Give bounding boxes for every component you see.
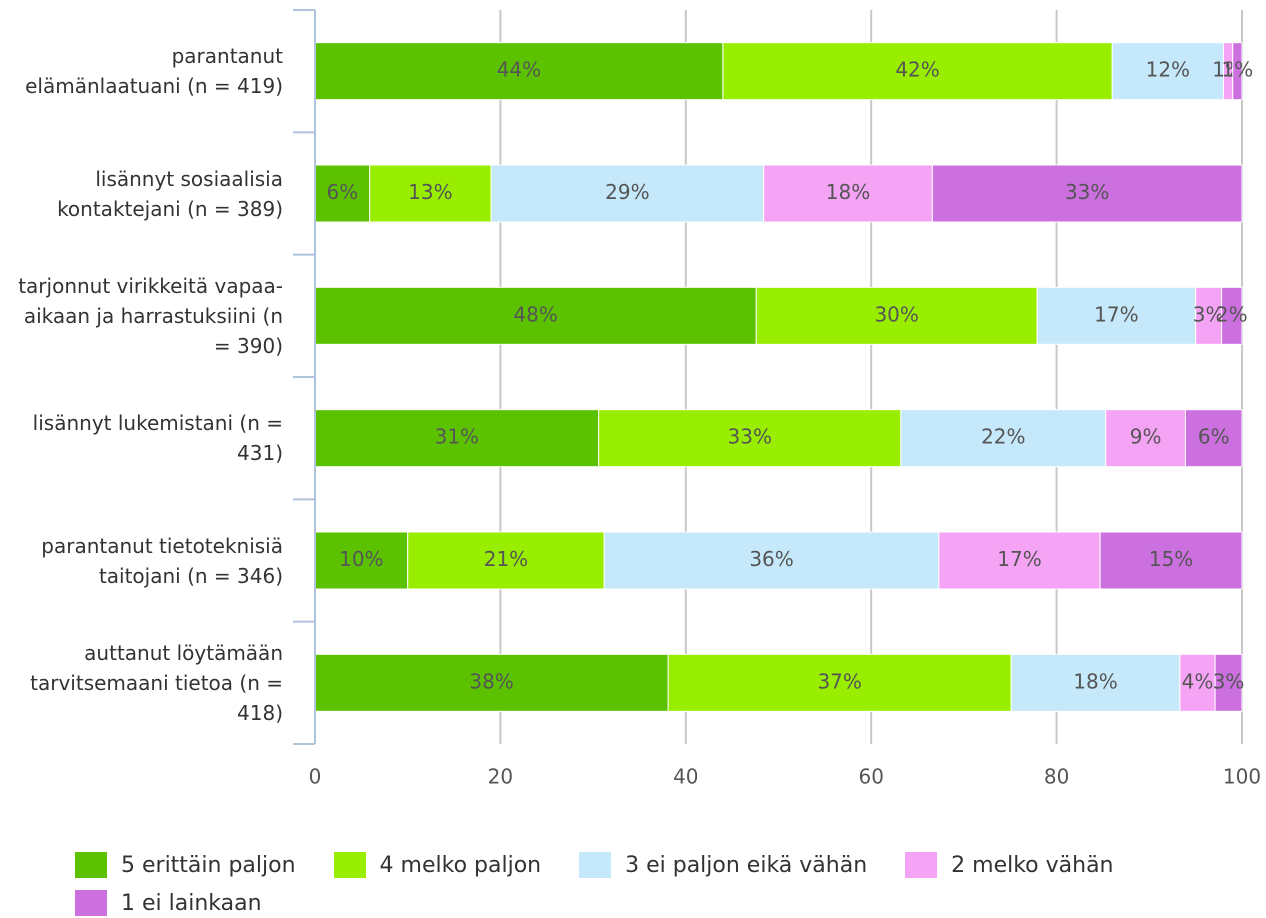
bar-segment <box>603 531 940 590</box>
y-tick-label: parantanut tietoteknisiä taitojani (n = … <box>41 533 283 588</box>
data-label: 10% <box>339 547 383 571</box>
legend-swatch <box>75 890 107 916</box>
legend: 5 erittäin paljon 4 melko paljon 3 ei palj… <box>75 846 1255 918</box>
y-tick-label: lisännyt sosiaalisia kontaktejani (n = 3… <box>57 166 283 221</box>
legend-swatch <box>75 852 107 878</box>
bar-segment <box>407 531 605 590</box>
data-label: 6% <box>1198 425 1230 449</box>
data-label: 12% <box>1146 58 1190 82</box>
data-label: 9% <box>1130 425 1162 449</box>
y-tick-label: lisännyt lukemistani (n = 431) <box>32 411 283 466</box>
data-label: 21% <box>484 547 528 571</box>
y-tick-label: tarjonnut virikkeitä vapaa-aikaan ja har… <box>18 273 283 358</box>
data-label: 15% <box>1149 547 1193 571</box>
legend-label: 5 erittäin paljon <box>121 852 296 878</box>
legend-swatch <box>905 852 938 878</box>
bar-segment <box>314 531 409 590</box>
data-label: 42% <box>895 58 939 82</box>
data-label: 3% <box>1213 669 1245 693</box>
data-label: 33% <box>728 425 772 449</box>
data-label: 30% <box>874 302 918 326</box>
bar-segment <box>1214 653 1243 712</box>
bar-segment <box>900 409 1107 468</box>
bar-segment <box>938 531 1101 590</box>
legend-swatch <box>579 852 612 878</box>
legend-label: 2 melko vähän <box>951 852 1114 878</box>
bar-segment <box>755 286 1038 345</box>
x-tick-label: 80 <box>1044 765 1069 789</box>
bar-segment <box>314 42 724 101</box>
data-label: 48% <box>513 302 557 326</box>
data-label: 17% <box>1094 302 1138 326</box>
data-label: 36% <box>749 547 793 571</box>
y-tick-label: parantanut elämänlaatuani (n = 419) <box>25 44 283 99</box>
bar-segment <box>1184 409 1243 468</box>
data-label: 1% <box>1221 58 1253 82</box>
bar-segment <box>314 286 757 345</box>
bar-segment <box>1099 531 1243 590</box>
data-label: 13% <box>408 180 452 204</box>
data-label: 3% <box>1193 302 1225 326</box>
bar-segment <box>1179 653 1216 712</box>
legend-item: 1 ei lainkaan <box>75 884 262 918</box>
data-label: 18% <box>1073 669 1117 693</box>
bar-segment <box>763 164 933 223</box>
data-label: 22% <box>981 425 1025 449</box>
legend-item: 2 melko vähän <box>905 846 1114 884</box>
bar-segment <box>490 164 765 223</box>
data-label: 37% <box>817 669 861 693</box>
x-tick-label: 60 <box>858 765 883 789</box>
legend-label: 4 melko paljon <box>379 852 542 878</box>
legend-label: 3 ei paljon eikä vähän <box>625 852 868 878</box>
data-label: 33% <box>1065 180 1109 204</box>
bar-segment <box>1105 409 1186 468</box>
legend-swatch <box>333 852 366 878</box>
data-label: 6% <box>326 180 358 204</box>
data-label: 31% <box>435 425 479 449</box>
data-label: 4% <box>1182 669 1214 693</box>
bar-segment <box>1221 286 1243 345</box>
bar-segment <box>314 653 669 712</box>
data-label: 2% <box>1216 302 1248 326</box>
x-tick-label: 40 <box>673 765 698 789</box>
x-tick-label: 100 <box>1223 765 1261 789</box>
bar-segment <box>931 164 1243 223</box>
legend-item: 3 ei paljon eikä vähän <box>579 846 867 884</box>
x-tick-label: 20 <box>488 765 513 789</box>
data-label: 38% <box>469 669 513 693</box>
bar-segment <box>1010 653 1181 712</box>
data-label: 44% <box>497 58 541 82</box>
legend-item: 5 erittäin paljon <box>75 846 296 884</box>
data-label: 29% <box>605 180 649 204</box>
data-label: 17% <box>997 547 1041 571</box>
bar-segment <box>1195 286 1223 345</box>
legend-item: 4 melko paljon <box>333 846 542 884</box>
bar-segment <box>598 409 902 468</box>
bar-segment <box>1036 286 1197 345</box>
bar-segment <box>1232 42 1243 101</box>
x-tick-label: 0 <box>309 765 322 789</box>
bar-segment <box>667 653 1012 712</box>
data-label: 18% <box>826 180 870 204</box>
legend-label: 1 ei lainkaan <box>121 890 262 916</box>
y-tick-label: auttanut löytämään tarvitsemaani tietoa … <box>30 640 283 725</box>
